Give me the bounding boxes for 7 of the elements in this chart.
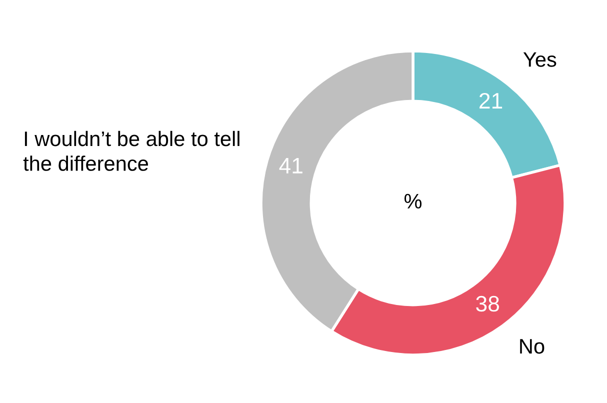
- slice-label: No: [520, 339, 544, 354]
- data-label: 21: [480, 92, 502, 108]
- text: %: [404, 194, 422, 209]
- data-label: 41: [279, 158, 302, 174]
- slice-label: I wouldn’t be able to tell the difference: [23, 130, 240, 171]
- slice-label: Yes: [523, 52, 556, 67]
- data-label: 38: [476, 296, 499, 312]
